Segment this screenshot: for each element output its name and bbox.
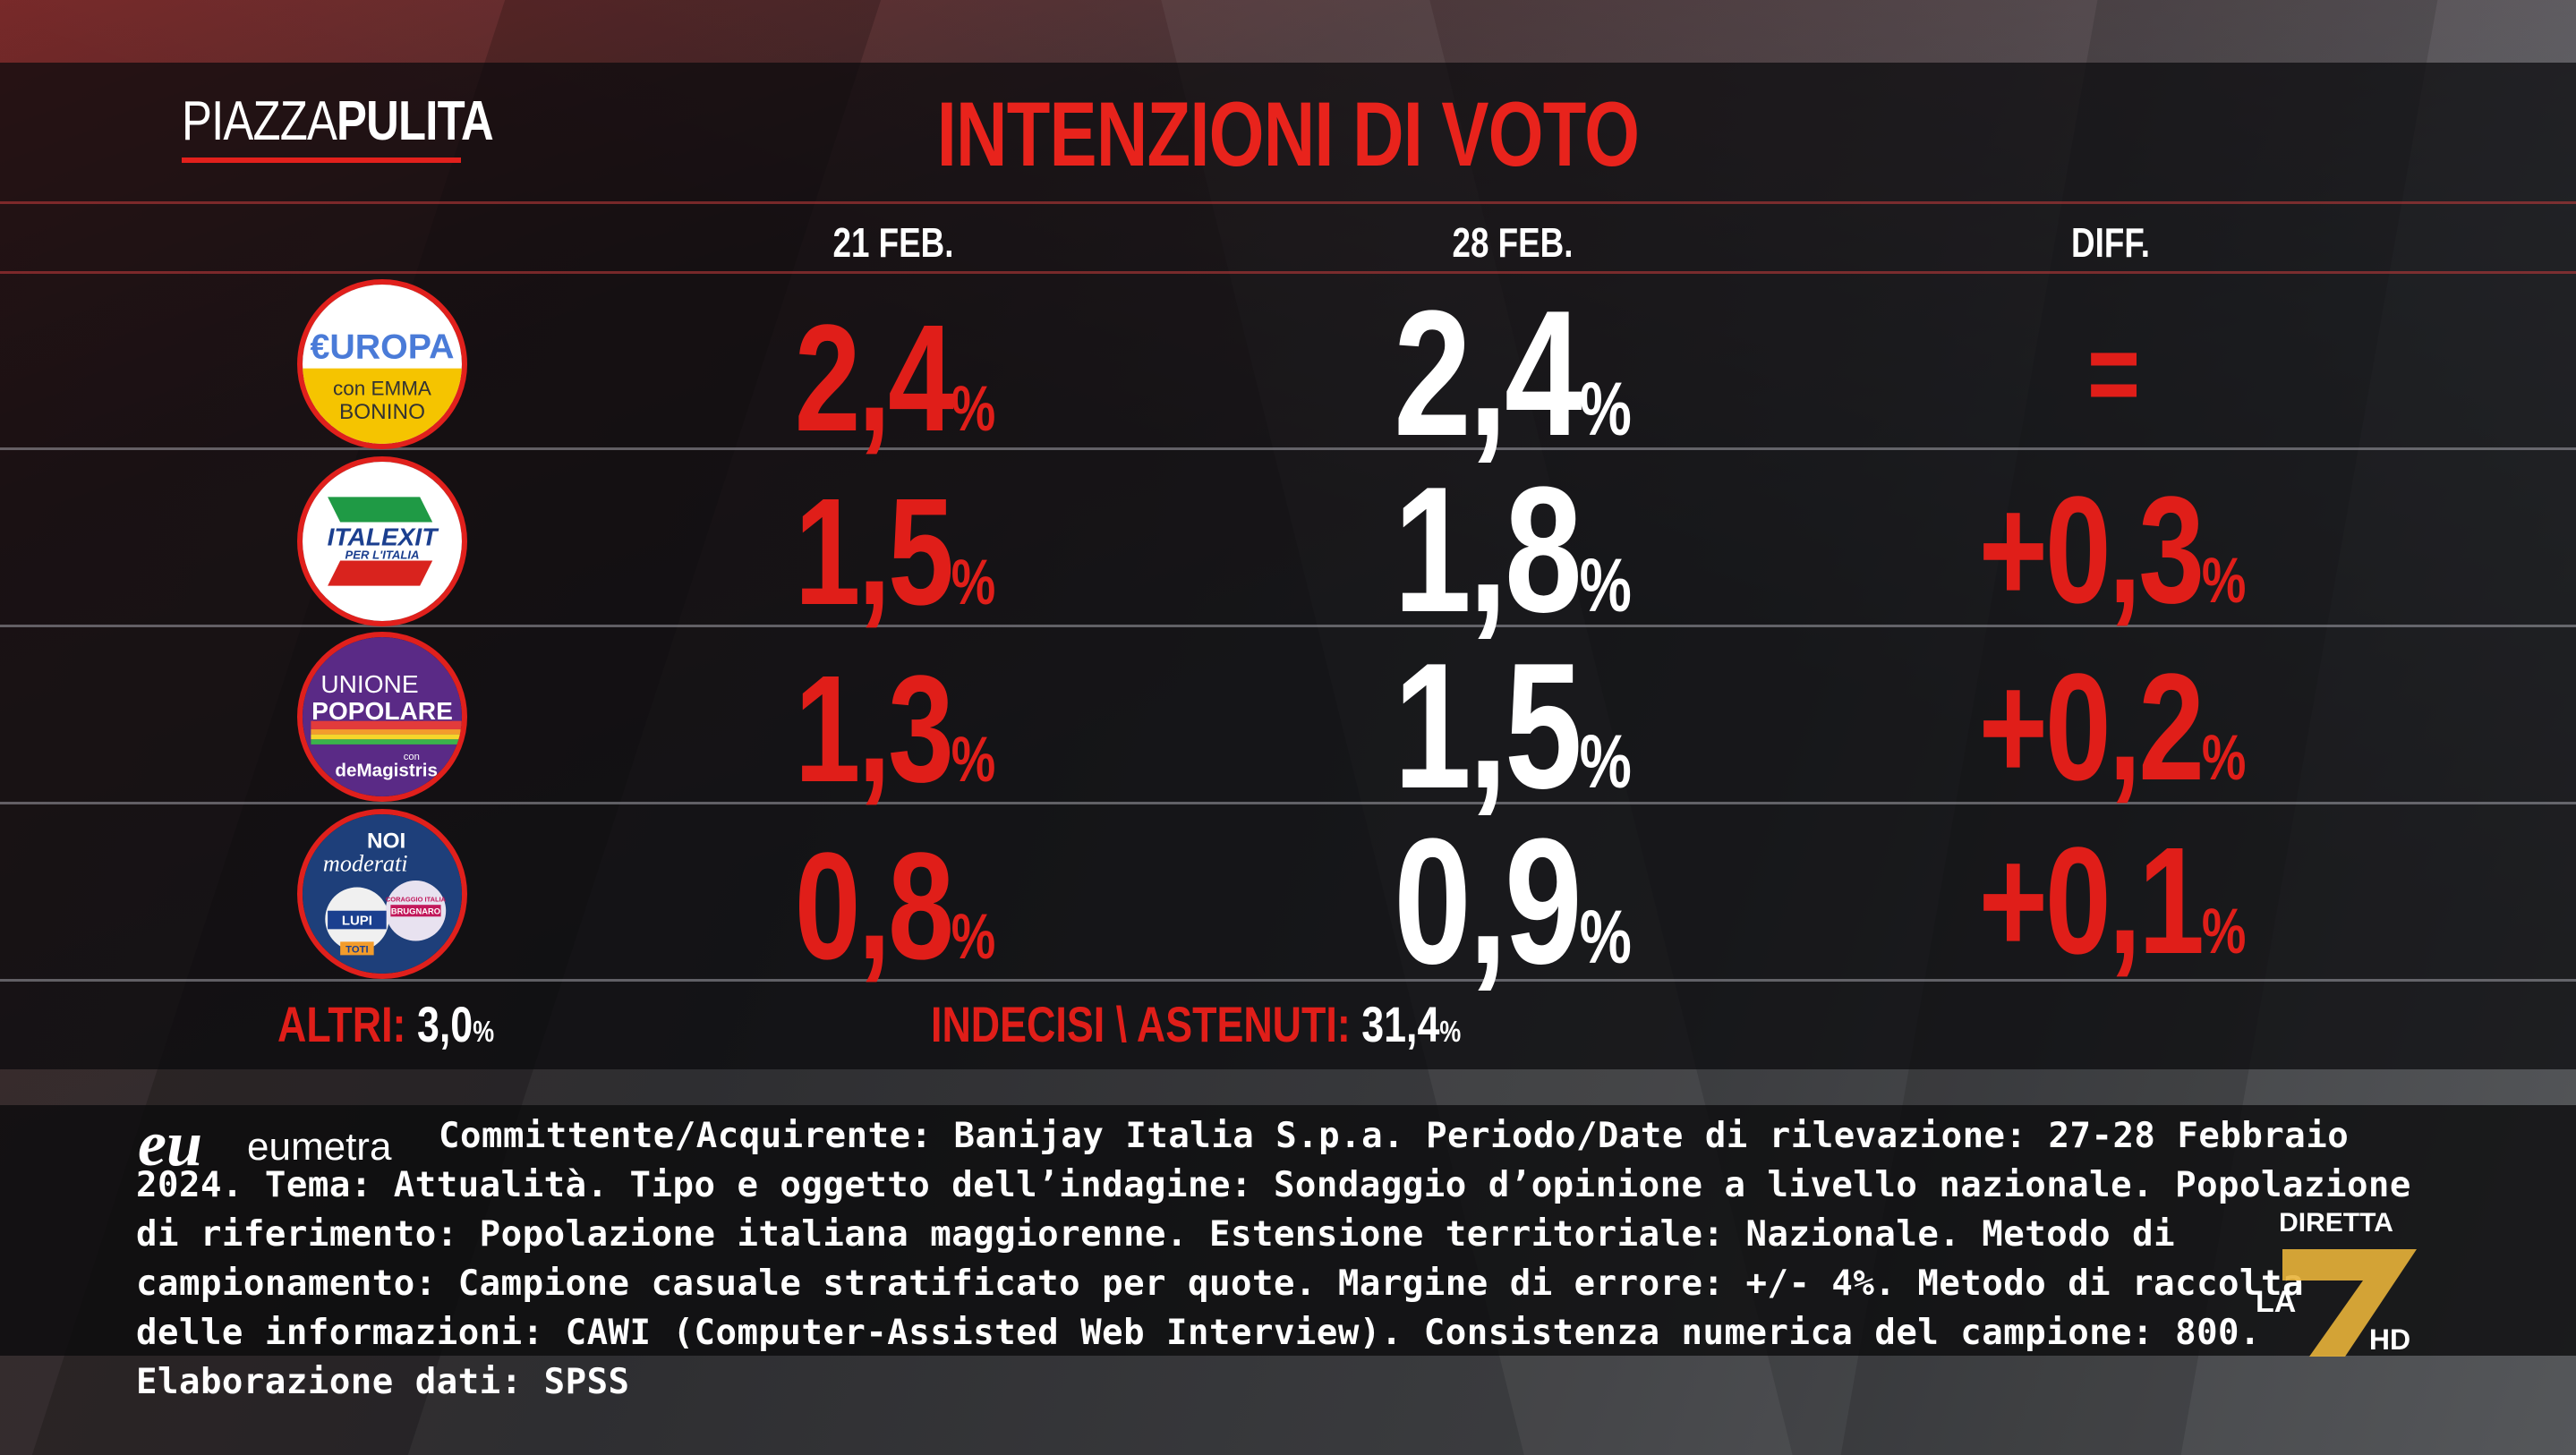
svg-text:TOTI: TOTI [345, 945, 368, 956]
row1-diff-value: = [2086, 308, 2140, 438]
svg-text:con EMMA: con EMMA [333, 378, 431, 400]
column-header-diff: DIFF. [2071, 219, 2150, 266]
rule-header [0, 201, 2576, 204]
row4-diff-value: +0,1% [1978, 816, 2247, 986]
row2-diff-value: +0,3% [1978, 465, 2247, 635]
svg-text:LUPI: LUPI [342, 914, 372, 929]
others-label: ALTRI: [277, 996, 406, 1052]
svg-text:BRUGNARO: BRUGNARO [391, 906, 440, 915]
column-header-prev: 21 FEB. [832, 219, 954, 266]
program-logo-underline [182, 157, 461, 163]
rule-colhead [0, 271, 2576, 274]
svg-text:BONINO: BONINO [339, 400, 425, 424]
live-indicator: DIRETTA [2279, 1208, 2393, 1238]
noi-moderati-logo: NOI moderati LUPI TOTI CORAGGIO ITALIA B… [297, 809, 467, 979]
others-summary: ALTRI: 3,0% [277, 1000, 494, 1050]
row4-prev-value: 0,8% [794, 821, 996, 991]
others-value: 3,0% [416, 996, 495, 1052]
row3-curr-value: 1,5% [1394, 626, 1632, 826]
rule-row2 [0, 625, 2576, 627]
svg-text:UNIONE: UNIONE [320, 670, 418, 698]
row4-curr-value: 0,9% [1394, 802, 1632, 1001]
rule-row3 [0, 802, 2576, 804]
rule-row1 [0, 447, 2576, 450]
svg-text:HD: HD [2369, 1323, 2410, 1356]
row1-prev-value: 2,4% [794, 294, 996, 464]
program-logo: PIAZZAPULITA [182, 90, 494, 152]
eumetra-logo: eu eumetra [134, 1108, 439, 1181]
eumetra-mark: eu [138, 1110, 202, 1179]
undecided-label: INDECISI \ ASTENUTI: [931, 996, 1351, 1052]
svg-text:con: con [404, 752, 420, 762]
eumetra-wordmark: eumetra [247, 1125, 392, 1169]
rule-row4 [0, 979, 2576, 982]
svg-text:deMagistris: deMagistris [335, 761, 438, 781]
row1-curr-value: 2,4% [1394, 274, 1632, 473]
undecided-summary: INDECISI \ ASTENUTI: 31,4% [931, 1000, 1461, 1050]
svg-text:CORAGGIO ITALIA: CORAGGIO ITALIA [386, 895, 447, 903]
svg-text:LA: LA [2256, 1285, 2296, 1319]
footer-panel [0, 1105, 2576, 1356]
unione-popolare-logo: UNIONE POPOLARE con deMagistris [297, 632, 467, 802]
europa-logo-text: €UROPA [311, 327, 455, 366]
svg-text:NOI: NOI [367, 829, 405, 853]
la7-channel-logo: DIRETTA LA 7 HD [2247, 1204, 2426, 1366]
svg-text:POPOLARE: POPOLARE [311, 697, 453, 725]
column-header-curr: 28 FEB. [1452, 219, 1574, 266]
methodology-note: Committente/Acquirente: Banijay Italia S… [136, 1116, 2411, 1402]
page-title: INTENZIONI DI VOTO [936, 83, 1640, 185]
row3-diff-value: +0,2% [1978, 642, 2247, 813]
italexit-logo: ITALEXIT PER L'ITALIA [297, 456, 467, 626]
svg-text:moderati: moderati [323, 851, 408, 877]
undecided-value: 31,4% [1361, 996, 1462, 1052]
europa-bonino-logo: €UROPA con EMMA BONINO [297, 279, 467, 449]
row2-curr-value: 1,8% [1394, 450, 1632, 650]
row3-prev-value: 1,3% [794, 644, 996, 814]
svg-text:PER L'ITALIA: PER L'ITALIA [345, 549, 420, 562]
svg-text:ITALEXIT: ITALEXIT [328, 523, 440, 551]
row2-prev-value: 1,5% [794, 467, 996, 637]
